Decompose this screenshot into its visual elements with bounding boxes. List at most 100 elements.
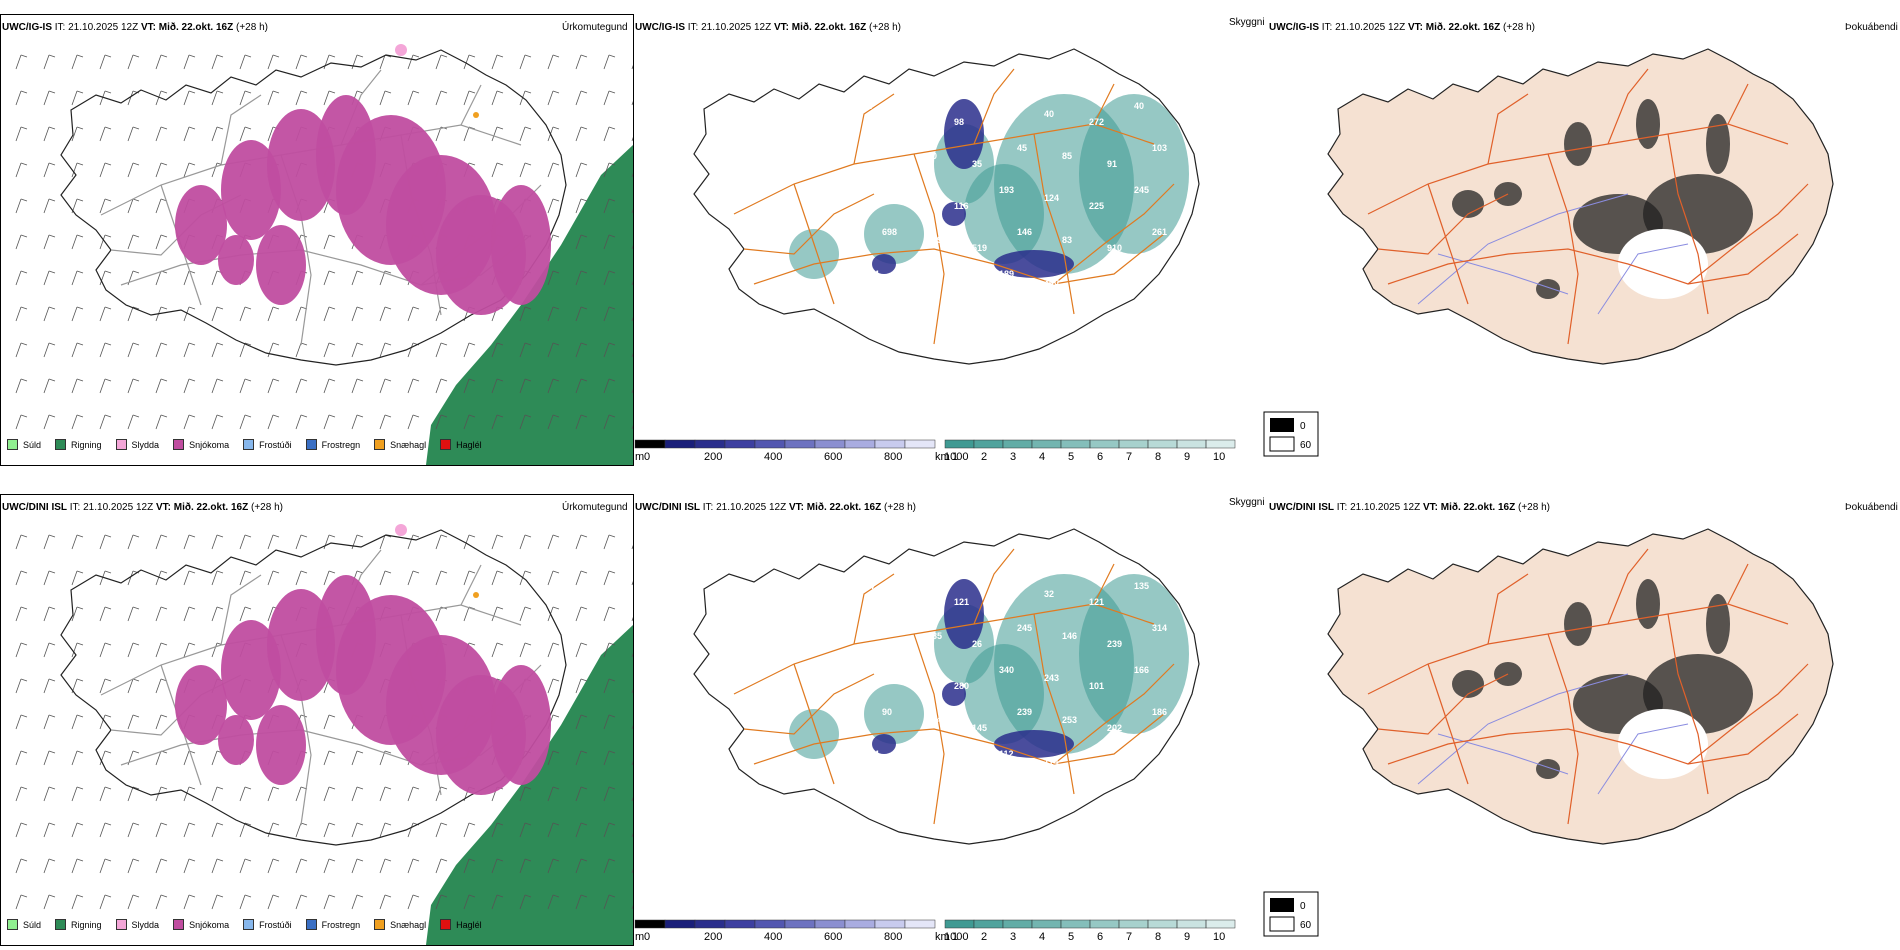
wind-barb <box>99 90 112 106</box>
ceiling-label: 114 <box>927 715 942 725</box>
legend-item: Snæhagl <box>374 919 426 930</box>
coastline <box>693 528 1200 845</box>
wind-barb <box>127 198 140 214</box>
ceiling-label: 74 <box>882 791 892 801</box>
ceiling-label: 243 <box>1044 673 1059 683</box>
wind-barb <box>407 894 420 910</box>
fog-scale-swatch <box>1270 418 1294 432</box>
road <box>853 573 895 645</box>
lead-time: (+28 h) <box>1503 22 1535 33</box>
visibility-scale-tick: 3 <box>1010 931 1016 940</box>
ceiling-label: 340 <box>1044 277 1059 287</box>
height-scale-tick: 200 <box>704 451 722 460</box>
wind-barb <box>547 198 560 214</box>
road <box>853 93 895 165</box>
wind-barb <box>491 342 504 358</box>
height-scale-tick: 1000 <box>944 931 968 940</box>
wind-barb <box>295 342 308 358</box>
wind-barb <box>71 162 84 178</box>
wind-barb <box>211 342 224 358</box>
wind-barb <box>43 342 56 358</box>
legend-item: Súld <box>7 439 41 450</box>
wind-barb <box>463 342 476 358</box>
wind-barb <box>183 822 196 838</box>
wind-barb <box>351 378 364 394</box>
visibility-scale-swatch <box>973 439 1004 449</box>
wind-barb <box>379 786 392 802</box>
valid-label: VT: <box>788 502 804 513</box>
wind-barb <box>463 378 476 394</box>
model-name: UWC/IG-IS <box>2 22 52 33</box>
wind-barb <box>547 678 560 694</box>
road <box>1427 663 1469 785</box>
fog-area <box>1452 190 1484 218</box>
wind-barb <box>575 714 588 730</box>
wind-barb <box>407 786 420 802</box>
wind-barb <box>99 822 112 838</box>
wind-barb <box>155 606 168 622</box>
road <box>743 193 875 255</box>
wind-barb <box>323 786 336 802</box>
wind-barb <box>183 90 196 106</box>
low-visibility-area <box>789 709 839 759</box>
wind-barb <box>211 858 224 874</box>
wind-barb <box>99 378 112 394</box>
wind-barb <box>631 833 633 838</box>
wind-barb <box>99 894 112 910</box>
wind-barb <box>379 90 392 106</box>
wind-barb <box>267 414 280 430</box>
wind-barb <box>155 162 168 178</box>
ceiling-label: 315 <box>909 757 924 767</box>
precip-legend: Súld Rigning Slydda Snjókoma Frostúði Frostre… <box>7 439 496 450</box>
wind-barb <box>435 786 448 802</box>
wind-barb <box>323 750 336 766</box>
wind-barb <box>603 642 616 658</box>
ceiling-visibility-map: 44 575 121 135 32 121 135 85 185 26 245 146 239 314 85… <box>693 528 1200 845</box>
low-ceiling-area <box>942 202 966 226</box>
road <box>1667 613 1709 795</box>
wind-barb <box>127 342 140 358</box>
wind-barb <box>519 162 532 178</box>
legend-label: Snjókoma <box>189 919 230 930</box>
low-ceiling-area <box>942 682 966 706</box>
wind-barb <box>15 162 28 178</box>
wind-barb <box>127 786 140 802</box>
road <box>753 713 1165 765</box>
wind-barb <box>295 54 308 70</box>
wind-barb <box>379 570 392 586</box>
wind-barb <box>15 342 28 358</box>
wind-barb <box>267 786 280 802</box>
wind-barb <box>575 642 588 658</box>
ceiling-label: 20 <box>927 151 937 161</box>
wind-barb <box>43 750 56 766</box>
precip-header-bottom: UWC/DINI ISL IT: 21.10.2025 12Z VT: Mið.… <box>2 502 283 513</box>
wind-barb <box>43 678 56 694</box>
wind-barb <box>463 414 476 430</box>
low-visibility-area <box>789 229 839 279</box>
wind-barb <box>99 342 112 358</box>
init-time: IT: 21.10.2025 12Z <box>702 502 787 513</box>
wind-barb <box>43 270 56 286</box>
wind-barb <box>575 198 588 214</box>
fog-area <box>1536 279 1560 299</box>
wind-barb <box>239 822 252 838</box>
legend-label: Snjókoma <box>189 439 230 450</box>
wind-barb <box>155 822 168 838</box>
low-visibility-area <box>1079 94 1189 254</box>
wind-barb <box>603 378 616 394</box>
wind-barb <box>15 786 28 802</box>
road <box>460 564 482 606</box>
wind-barb <box>547 570 560 586</box>
wind-barb <box>155 570 168 586</box>
ceiling-label: 189 <box>999 269 1014 279</box>
wind-barb <box>267 534 280 550</box>
wind-barb <box>435 534 448 550</box>
wind-barb <box>99 126 112 142</box>
wind-barb <box>127 678 140 694</box>
sleet-area <box>395 524 407 536</box>
visibility-scale-tick: 9 <box>1184 931 1190 940</box>
ceiling-label: 166 <box>1134 665 1149 675</box>
wind-barb <box>407 858 420 874</box>
ceiling-label: 83 <box>1062 235 1072 245</box>
